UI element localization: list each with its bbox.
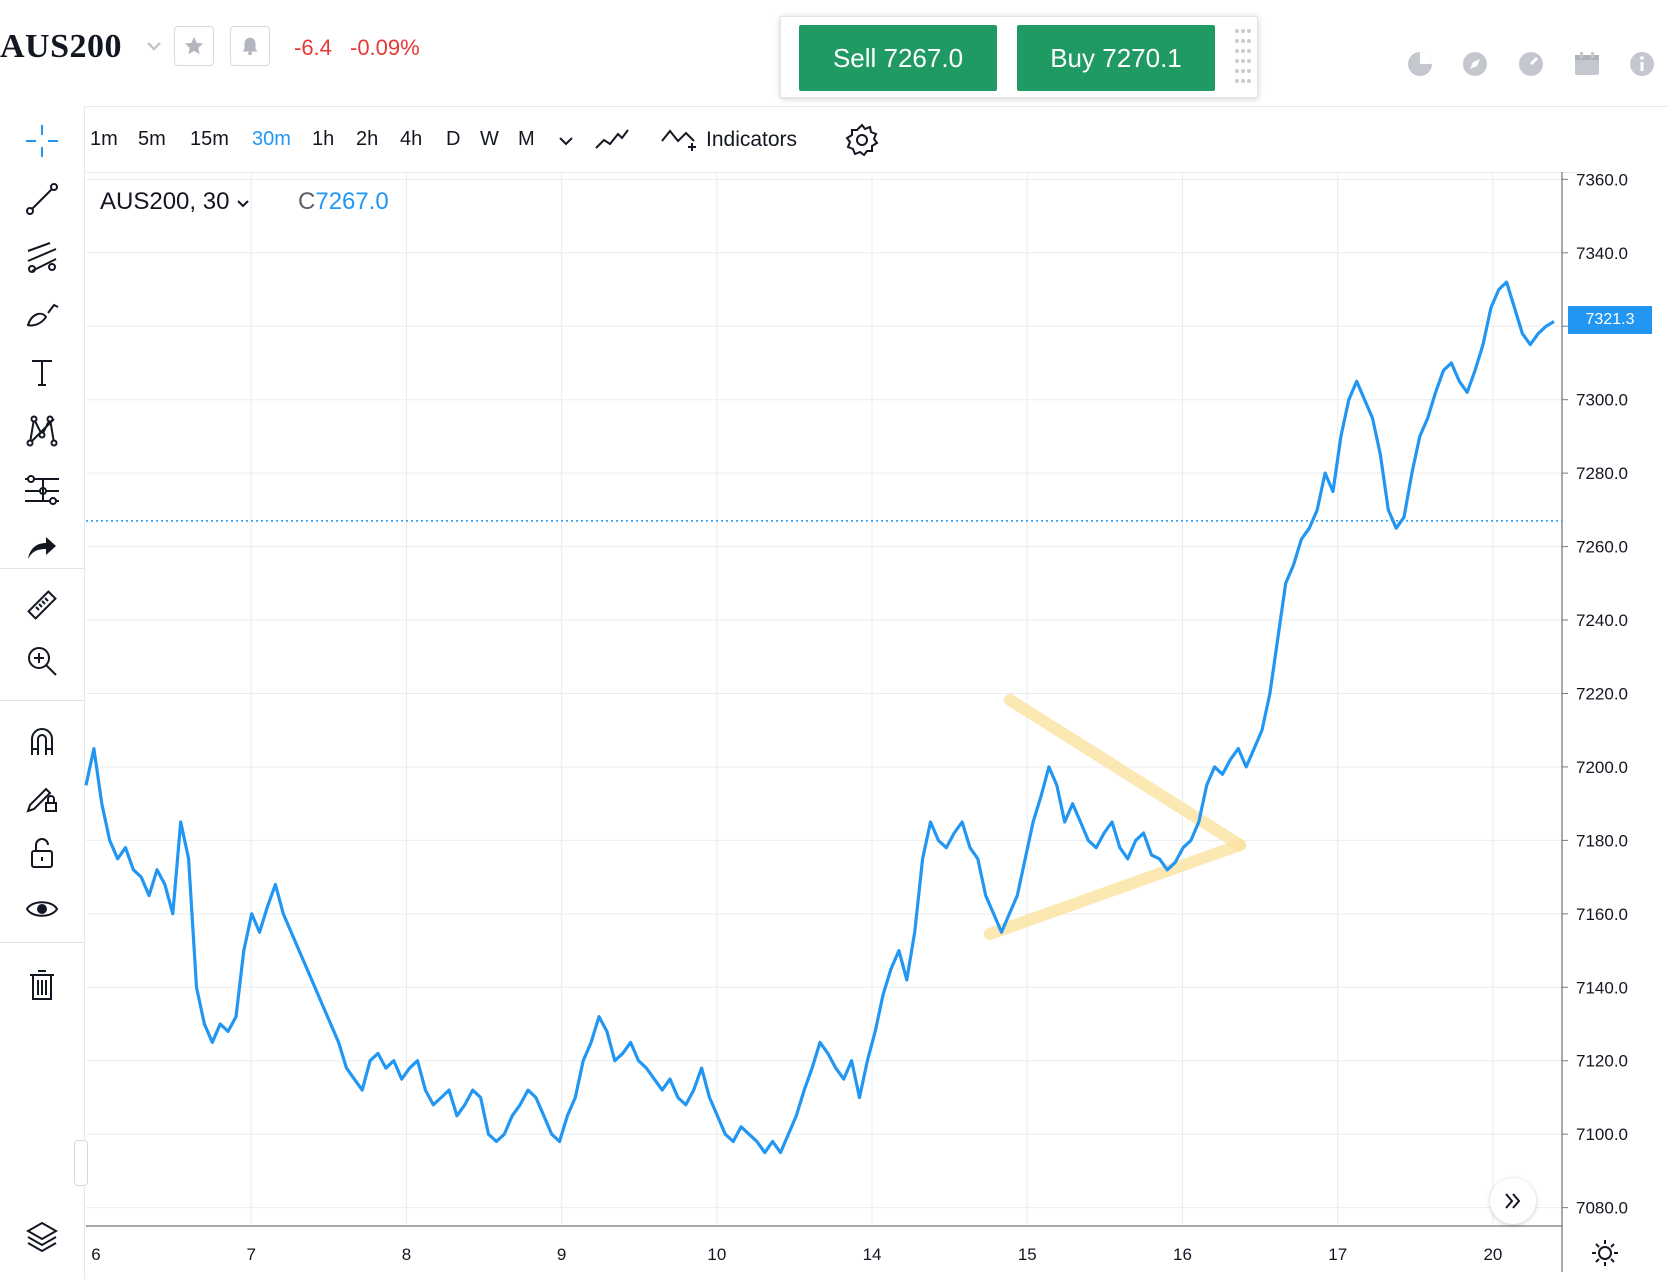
y-tick-label: 7120.0	[1576, 1052, 1628, 1071]
x-tick-label: 10	[707, 1245, 726, 1264]
interval-4h[interactable]: 4h	[400, 128, 423, 150]
toolbar-divider	[0, 700, 84, 701]
triangle-upper-line	[1004, 694, 1246, 851]
lock-draw-icon[interactable]	[18, 774, 66, 820]
drawing-toolbar	[0, 106, 85, 1279]
buy-button[interactable]: Buy 7270.1	[1017, 25, 1215, 91]
x-tick-label: 17	[1328, 1245, 1347, 1264]
legend-close-prefix: C	[298, 188, 316, 215]
interval-15m[interactable]: 15m	[190, 128, 229, 150]
y-tick-label: 7240.0	[1576, 611, 1628, 630]
interval-5m[interactable]: 5m	[138, 128, 166, 150]
last-price-label: 7321.3	[1568, 306, 1652, 334]
pie-chart-icon[interactable]	[1405, 49, 1435, 79]
x-tick-label: 16	[1173, 1245, 1192, 1264]
x-tick-label: 14	[863, 1245, 882, 1264]
interval-1m[interactable]: 1m	[90, 128, 118, 150]
y-tick-label: 7160.0	[1576, 905, 1628, 924]
x-tick-label: 8	[402, 1245, 411, 1264]
toolbar-collapse-handle[interactable]	[74, 1140, 88, 1186]
crosshair-icon[interactable]	[18, 118, 66, 164]
symbol-name[interactable]: AUS200	[0, 28, 123, 65]
legend-close: C7267.0	[298, 188, 389, 216]
price-line	[84, 280, 1555, 1155]
y-tick-label: 7080.0	[1576, 1199, 1628, 1218]
arrow-icon[interactable]	[18, 524, 66, 570]
interval-bar: 1m 5m 15m 30m 1h 2h 4h D W M Indicators	[84, 106, 1584, 173]
interval-2h[interactable]: 2h	[356, 128, 379, 150]
indicators-button[interactable]: Indicators	[660, 122, 797, 158]
text-icon[interactable]	[18, 350, 66, 396]
eye-icon[interactable]	[18, 886, 66, 932]
interval-w[interactable]: W	[480, 128, 499, 150]
zoom-in-icon[interactable]	[18, 638, 66, 684]
drag-handle-icon[interactable]	[1233, 25, 1251, 91]
magnet-icon[interactable]	[18, 718, 66, 764]
double-chevron-right-icon	[1505, 1193, 1521, 1209]
interval-30m[interactable]: 30m	[252, 128, 291, 150]
indicators-icon	[661, 129, 696, 151]
scroll-to-realtime-button[interactable]	[1490, 1178, 1536, 1224]
layers-icon[interactable]	[18, 1214, 66, 1260]
y-tick-label: 7260.0	[1576, 538, 1628, 557]
price-change-abs: -6.4	[294, 35, 332, 60]
sell-button[interactable]: Sell 7267.0	[799, 25, 997, 91]
x-tick-label: 20	[1483, 1245, 1502, 1264]
y-tick-label: 7140.0	[1576, 978, 1628, 997]
x-tick-label: 9	[557, 1245, 566, 1264]
star-icon	[184, 36, 204, 55]
y-tick-label: 7340.0	[1576, 244, 1628, 263]
legend-symbol: AUS200, 30	[100, 188, 230, 215]
gear-icon[interactable]	[844, 122, 880, 158]
x-tick-label: 7	[246, 1245, 255, 1264]
interval-m[interactable]: M	[518, 128, 535, 150]
brush-icon[interactable]	[18, 292, 66, 338]
chart-type-icon[interactable]	[594, 126, 630, 154]
price-change-pct: -0.09%	[350, 35, 420, 60]
triangle-lower-line	[984, 839, 1246, 940]
y-tick-label: 7300.0	[1576, 391, 1628, 410]
y-tick-label: 7360.0	[1576, 170, 1628, 189]
toolbar-divider	[0, 942, 84, 943]
chevron-down-icon	[237, 200, 249, 208]
interval-d[interactable]: D	[446, 128, 461, 150]
forecast-icon[interactable]	[18, 466, 66, 512]
trade-panel: Sell 7267.0 Buy 7270.1	[780, 16, 1258, 98]
favorite-button[interactable]	[174, 26, 214, 66]
indicators-label: Indicators	[706, 128, 798, 151]
legend-title[interactable]: AUS200, 30	[100, 188, 250, 216]
x-tick-label: 15	[1018, 1245, 1037, 1264]
interval-1h[interactable]: 1h	[312, 128, 335, 150]
y-tick-label: 7100.0	[1576, 1125, 1628, 1144]
info-icon[interactable]	[1627, 49, 1657, 79]
pattern-icon[interactable]	[18, 408, 66, 454]
trend-line-icon[interactable]	[18, 176, 66, 222]
y-tick-label: 7180.0	[1576, 831, 1628, 850]
sun-settings-icon[interactable]	[1590, 1238, 1620, 1268]
bell-icon	[242, 37, 258, 56]
gauge-icon[interactable]	[1516, 49, 1546, 79]
calendar-icon[interactable]	[1572, 49, 1602, 79]
trash-icon[interactable]	[18, 962, 66, 1008]
chevron-down-icon[interactable]	[558, 134, 574, 148]
legend-close-value: 7267.0	[315, 188, 389, 215]
x-tick-label: 6	[91, 1245, 100, 1264]
y-tick-label: 7280.0	[1576, 464, 1628, 483]
chevron-down-icon[interactable]	[146, 38, 162, 54]
fib-icon[interactable]	[18, 234, 66, 280]
top-header: AUS200 -6.4 -0.09% Sell 7267.0 Buy 7270.…	[0, 0, 1668, 107]
ruler-icon[interactable]	[18, 582, 66, 628]
toolbar-divider	[0, 568, 84, 569]
lock-icon[interactable]	[18, 830, 66, 876]
compass-icon[interactable]	[1460, 49, 1490, 79]
y-tick-label: 7220.0	[1576, 684, 1628, 703]
y-tick-label: 7200.0	[1576, 758, 1628, 777]
alert-button[interactable]	[230, 26, 270, 66]
